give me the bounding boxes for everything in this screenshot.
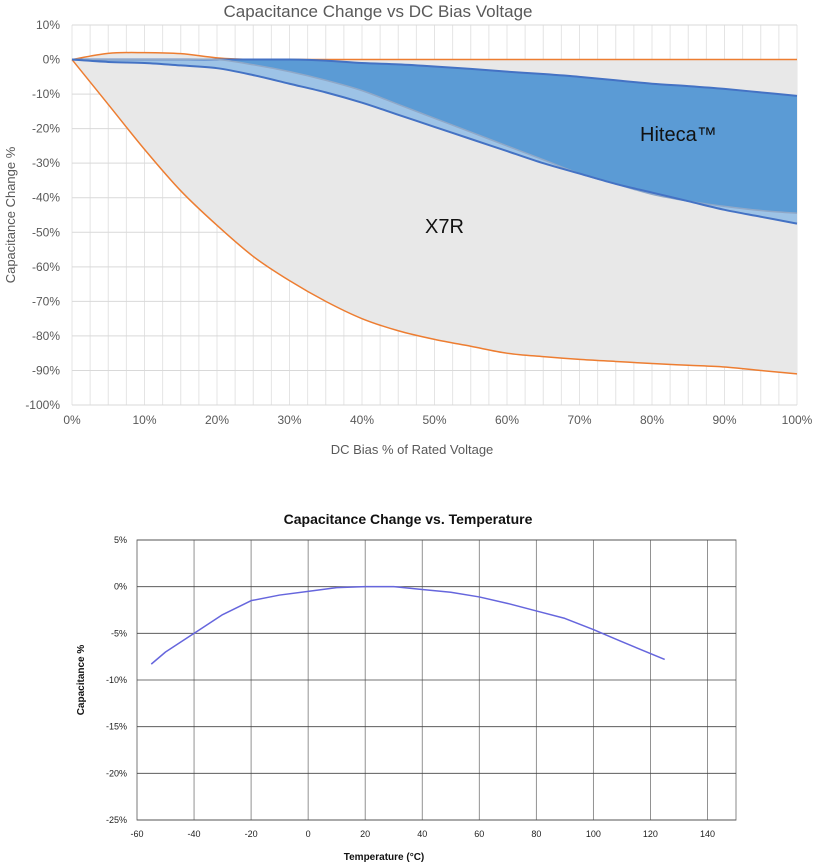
y-axis-label: Capacitance Change % xyxy=(3,146,18,283)
dc-bias-chart: Capacitance Change vs DC Bias Voltage 0%… xyxy=(3,2,813,457)
x-tick-label: 120 xyxy=(643,829,658,839)
y-tick-label: -30% xyxy=(32,156,60,170)
areas xyxy=(71,51,798,375)
x-tick-label: 90% xyxy=(712,413,736,427)
y-axis-label: Capacitance % xyxy=(76,645,87,716)
y-tick-label: -80% xyxy=(32,329,60,343)
annotation-hiteca: Hiteca™ xyxy=(640,124,717,146)
hiteca-area xyxy=(72,59,797,214)
plot-area xyxy=(136,539,737,821)
x-tick-label: 40% xyxy=(350,413,374,427)
x-tick-label: 0% xyxy=(63,413,81,427)
y-tick-label: -40% xyxy=(32,191,60,205)
series xyxy=(150,585,665,665)
chart-title: Capacitance Change vs DC Bias Voltage xyxy=(223,2,532,21)
x-tick-label: 50% xyxy=(422,413,446,427)
x-tick-label: -20 xyxy=(245,829,258,839)
capacitance-line xyxy=(150,585,665,665)
y-tick-label: -20% xyxy=(106,768,127,778)
y-tick-label: -60% xyxy=(32,260,60,274)
annotation-x7r: X7R xyxy=(425,216,464,238)
y-tick-label: -70% xyxy=(32,294,60,308)
x7r-lower-line xyxy=(71,59,798,375)
y-tick-label: 10% xyxy=(36,18,60,32)
y-tick-label: -10% xyxy=(32,87,60,101)
chart-title: Capacitance Change vs. Temperature xyxy=(284,511,533,527)
y-tick-label: 5% xyxy=(114,535,127,545)
x-tick-label: 100 xyxy=(586,829,601,839)
x-tick-label: 60 xyxy=(474,829,484,839)
y-tick-label: -50% xyxy=(32,225,60,239)
hiteca-tolerance-band xyxy=(72,59,797,224)
x-tick-label: 140 xyxy=(700,829,715,839)
grid xyxy=(136,539,737,821)
x-axis-label: Temperature (°C) xyxy=(344,852,425,863)
x-tick-label: 20% xyxy=(205,413,229,427)
x-tick-label: -40 xyxy=(188,829,201,839)
y-tick-label: 0% xyxy=(114,582,127,592)
x-tick-label: -60 xyxy=(130,829,143,839)
hiteca-tolerance-line xyxy=(71,58,798,225)
x-tick-label: 0 xyxy=(306,829,311,839)
y-tick-label: -20% xyxy=(32,122,60,136)
y-tick-label: 0% xyxy=(43,53,61,67)
x-tick-label: 100% xyxy=(782,413,813,427)
y-tick-label: -90% xyxy=(32,363,60,377)
x-tick-label: 40 xyxy=(417,829,427,839)
y-tick-label: -10% xyxy=(106,675,127,685)
x-tick-label: 20 xyxy=(360,829,370,839)
x-tick-label: 10% xyxy=(132,413,156,427)
x-tick-label: 30% xyxy=(277,413,301,427)
y-tick-label: -100% xyxy=(25,398,60,412)
x-tick-label: 80 xyxy=(531,829,541,839)
x-tick-label: 70% xyxy=(567,413,591,427)
x-axis-label: DC Bias % of Rated Voltage xyxy=(331,442,494,457)
tick-labels: -60 -40 -20 0 20 40 60 80 100 120 140 5% 0% -5% -10% -1… xyxy=(106,535,715,839)
y-tick-label: -25% xyxy=(106,815,127,825)
x-tick-label: 80% xyxy=(640,413,664,427)
x7r-upper-line xyxy=(71,51,797,61)
x-tick-label: 60% xyxy=(495,413,519,427)
y-tick-label: -15% xyxy=(106,722,127,732)
tick-labels: 0% 10% 20% 30% 40% 50% 60% 70% 80% 90% 100%10%0%-1… xyxy=(25,18,812,427)
y-tick-label: -5% xyxy=(111,628,127,638)
